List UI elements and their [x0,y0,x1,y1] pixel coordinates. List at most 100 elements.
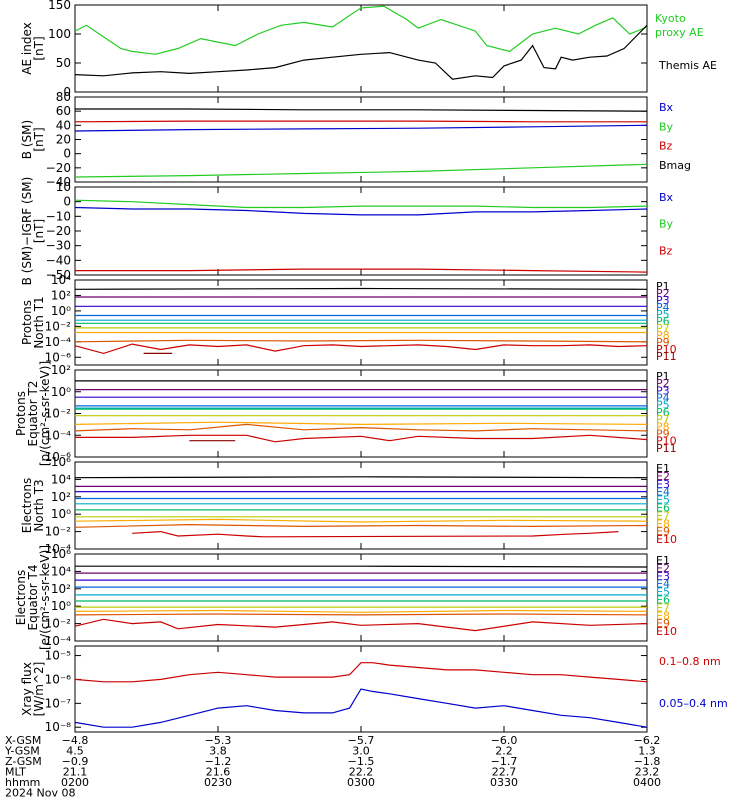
y-tick-label: 10² [51,582,71,596]
footer-value: 0300 [347,776,375,789]
y-tick-label: 10⁻⁶ [45,450,72,464]
series-line-e9 [74,613,648,616]
series-line-e8 [74,518,648,523]
series-line-p1 [74,287,648,290]
y-tick-label: 10⁴ [51,564,71,578]
panel-8: 10⁻⁸ 10⁻⁷ 10⁻⁶ 10⁻⁵ Xray flux[W/m^2] 0.1–0.8 … [20,645,728,734]
y-tick-label: 20 [56,133,71,147]
legend-entry: E5 [656,494,670,507]
footer-value: 0200 [61,776,89,789]
y-tick-label: 10⁻⁸ [45,720,72,734]
legend-entry: P1 [656,370,670,383]
y-axis-label: [e/(cm²-s-sr-keV)] [38,545,52,650]
series-line-p9 [74,339,648,343]
y-tick-label: 10⁶ [51,455,71,469]
series-line-bz [74,120,647,123]
y-axis-label: [nT] [32,219,46,243]
legend-entry: P10 [656,343,677,356]
legend-entry: By [659,120,674,133]
y-axis-label: Protons [20,300,34,345]
legend-entry: P3 [656,384,670,397]
legend-entry: E3 [656,478,670,491]
panel-frame [74,4,648,93]
series-line-0-05-0-4-nm [74,688,648,728]
footer-value: 3.8 [209,745,227,758]
y-tick-label: 40 [56,118,71,132]
footer-value: 0400 [633,776,661,789]
legend-entry: By [659,218,674,231]
legend-entry: P1 [656,280,670,293]
footer-value: −1.7 [491,755,518,768]
footer-value: 3.0 [352,745,370,758]
series-line-e1 [75,565,648,568]
footer-value: 22.7 [492,766,517,779]
y-tick-label: 10⁻² [45,407,72,421]
y-axis-label: AE index [20,22,34,74]
series-line-e10 [132,530,619,538]
y-tick-label: 10⁶ [51,547,71,561]
legend-entry: E4 [656,486,670,499]
y-tick-label: 10² [51,490,71,504]
y-axis-label: Electrons [20,478,34,533]
series-line-bx [74,206,648,216]
y-axis-label: [W/m^2] [32,662,46,717]
series-line-bx [74,124,648,132]
footer-value: −4.8 [62,734,89,747]
legend-entry: Bz [659,244,673,257]
y-tick-label: 10⁻⁷ [45,696,72,710]
y-tick-label: −40 [46,253,71,267]
legend-entry: Bx [659,101,674,114]
legend-entry: E2 [656,470,670,483]
series-line-themis-ae [74,24,648,80]
legend-entry: P11 [656,350,677,363]
y-tick-label: −20 [46,161,71,175]
footer-value: 2.2 [495,745,513,758]
y-tick-label: 10² [51,363,71,377]
legend-entry: E1 [656,554,670,567]
series-line-p8 [74,421,648,426]
footer-row-label: hhmm [5,776,40,789]
legend-entry: P8 [656,329,670,342]
footer-value: 1.3 [638,745,656,758]
footer-value: −6.0 [491,734,518,747]
legend-entry: P4 [656,392,670,405]
legend-entry: 0.05–0.4 nm [659,697,728,710]
legend-entry: E10 [656,533,677,546]
y-tick-label: 10⁰ [51,599,71,613]
legend-entry: P2 [656,287,670,300]
legend-entry: P7 [656,322,670,335]
footer-value: 23.2 [635,766,660,779]
series-line-e10 [74,618,648,632]
y-axis-label: Equator T4 [26,565,40,631]
legend-entry: P3 [656,294,670,307]
legend-entry: P6 [656,406,670,419]
legend-entry: proxy AE [655,26,704,39]
legend-entry: E6 [656,502,670,515]
footer-row-label: Z-GSM [5,755,42,768]
footer-value: −5.3 [205,734,232,747]
y-tick-label: 10⁰ [51,507,71,521]
y-tick-label: 10 [56,180,71,194]
legend-entry: P6 [656,315,670,328]
y-tick-label: 10⁻² [45,617,72,631]
y-tick-label: 10⁻⁴ [45,542,72,556]
legend-entry: P7 [656,413,670,426]
y-tick-label: 0 [63,195,71,209]
legend-entry: E10 [656,625,677,638]
series-line-e1 [74,476,648,479]
legend-entry: Bmag [659,159,691,172]
legend-entry: Kyoto [655,12,686,25]
y-tick-label: 80 [56,90,71,104]
y-axis-label: Electrons [14,570,28,625]
legend-entry: E9 [656,617,670,630]
legend-entry: Themis AE [658,59,717,72]
y-tick-label: 10⁻⁵ [45,649,72,663]
y-tick-label: 10⁻⁴ [45,335,72,349]
y-axis-label: Protons [14,391,28,436]
y-tick-label: 10⁻² [45,319,72,333]
footer-value: −6.2 [634,734,661,747]
legend-entry: E7 [656,509,670,522]
